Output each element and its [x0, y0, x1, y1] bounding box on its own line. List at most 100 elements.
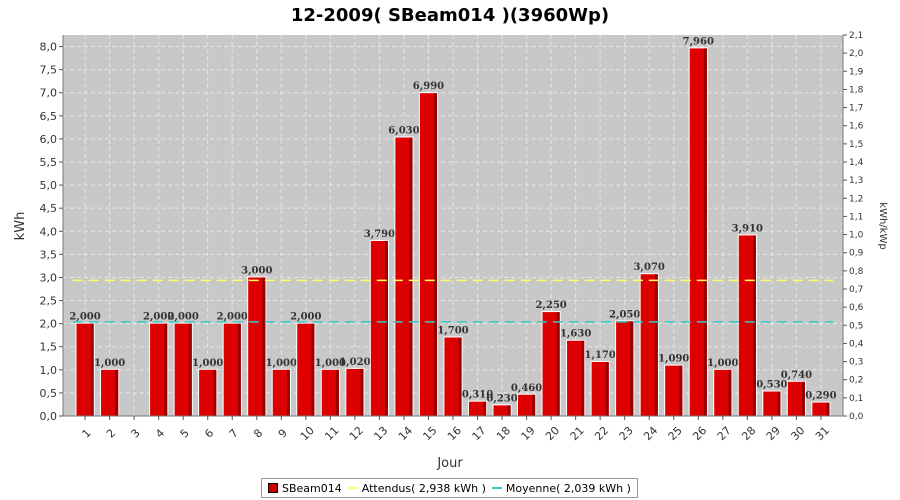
bar-shade [679, 365, 683, 416]
data-label: 0,290 [805, 391, 836, 402]
bar [567, 340, 585, 416]
data-label: 3,790 [364, 229, 395, 240]
bar [787, 381, 805, 416]
y2-tick-label: 0,3 [849, 358, 863, 368]
y2-tick-label: 1,1 [849, 212, 863, 222]
data-label: 3,070 [634, 262, 665, 273]
x-tick-label: 2 [104, 426, 118, 440]
y2-tick-label: 2,0 [849, 49, 864, 59]
data-label: 0,230 [486, 393, 517, 404]
y-tick-label: 8,0 [40, 41, 58, 54]
data-label: 6,030 [388, 126, 419, 137]
data-label: 1,000 [266, 358, 297, 369]
y-tick-label: 1,5 [40, 341, 58, 354]
x-tick-label: 22 [592, 424, 611, 443]
y2-tick-label: 1,2 [849, 194, 863, 204]
bar-shade [115, 369, 119, 416]
x-tick-label: 3 [129, 426, 143, 440]
x-tick-label: 15 [420, 424, 439, 443]
bar-shade [483, 401, 487, 416]
y-tick-label: 7,5 [40, 64, 58, 77]
y2-axis-label: kWh/kWp [877, 202, 888, 249]
x-tick-label: 17 [470, 424, 489, 443]
bar-shade [213, 369, 217, 416]
data-label: 0,460 [511, 383, 542, 394]
x-tick-label: 24 [641, 424, 660, 443]
bar-shade [335, 369, 339, 416]
bar-shade [360, 368, 364, 416]
y-tick-label: 2,0 [40, 318, 58, 331]
legend-swatch-bar [268, 483, 278, 493]
y-tick-label: 1,0 [40, 364, 58, 377]
data-label: 0,530 [756, 380, 787, 391]
y-tick-label: 5,5 [40, 156, 58, 169]
bar [150, 323, 168, 416]
x-tick-label: 31 [813, 424, 832, 443]
bar [542, 312, 560, 416]
bar-shade [164, 323, 168, 416]
bar-shade [581, 340, 585, 416]
bar-shade [801, 381, 805, 416]
x-tick-label: 27 [715, 424, 734, 443]
legend-label: Moyenne( 2,039 kWh ) [505, 481, 631, 495]
bar-shade [826, 402, 830, 416]
data-label: 2,050 [609, 309, 640, 320]
legend-item-sbeam014: SBeam014 [268, 482, 342, 495]
bar-shade [434, 93, 438, 417]
bar [518, 394, 536, 416]
x-tick-label: 5 [178, 426, 192, 440]
legend-label: SBeam014 [282, 481, 342, 495]
y2-tick-label: 0,9 [849, 249, 864, 259]
bar [370, 240, 388, 416]
x-tick-label: 21 [568, 424, 587, 443]
data-label: 2,000 [168, 312, 199, 323]
y-tick-label: 2,5 [40, 295, 58, 308]
data-label: 6,990 [413, 81, 444, 92]
bar-shade [556, 312, 560, 416]
y2-tick-label: 0,6 [849, 303, 864, 313]
x-axis-label: Jour [436, 456, 463, 471]
y2-tick-label: 0,4 [849, 339, 864, 349]
x-tick-label: 18 [494, 424, 513, 443]
y2-tick-label: 1,9 [849, 67, 864, 77]
x-tick-label: 12 [347, 424, 366, 443]
x-tick-label: 25 [666, 424, 685, 443]
bar-shade [777, 391, 781, 416]
bar-shade [237, 323, 241, 416]
data-label: 2,000 [290, 312, 321, 323]
y2-tick-label: 0,1 [849, 394, 863, 404]
x-tick-label: 11 [322, 424, 341, 443]
y-tick-label: 6,5 [40, 110, 58, 123]
x-tick-label: 1 [80, 426, 94, 440]
y-tick-label: 5,0 [40, 179, 58, 192]
data-label: 2,250 [535, 300, 566, 311]
bar-shade [728, 369, 732, 416]
bar-shade [409, 137, 413, 417]
bar [395, 137, 413, 417]
chart-title: 12-2009( SBeam014 )(3960Wp) [291, 5, 609, 26]
bar-shade [507, 405, 511, 416]
x-tick-label: 14 [396, 424, 415, 443]
x-tick-label: 29 [764, 424, 783, 443]
x-tick-label: 23 [617, 424, 636, 443]
bar [297, 323, 315, 416]
y2-tick-label: 0,0 [849, 412, 864, 422]
y2-tick-label: 2,1 [849, 31, 863, 41]
x-tick-label: 20 [543, 424, 562, 443]
y2-tick-label: 1,4 [849, 158, 864, 168]
x-tick-label: 9 [276, 426, 290, 440]
y-tick-label: 0,5 [40, 387, 58, 400]
legend-label: Attendus( 2,938 kWh ) [361, 481, 486, 495]
bar [812, 402, 830, 416]
legend: SBeam014 Attendus( 2,938 kWh ) Moyenne( … [261, 478, 638, 498]
data-label: 1,630 [560, 329, 591, 340]
y-tick-label: 4,0 [40, 225, 58, 238]
bar [248, 277, 266, 416]
bar-shade [262, 277, 266, 416]
x-tick-label: 16 [445, 424, 464, 443]
bar-shade [752, 235, 756, 416]
x-tick-label: 8 [251, 426, 265, 440]
x-tick-label: 26 [690, 424, 709, 443]
y-axis-label: kWh [13, 212, 28, 241]
x-tick-label: 28 [739, 424, 758, 443]
